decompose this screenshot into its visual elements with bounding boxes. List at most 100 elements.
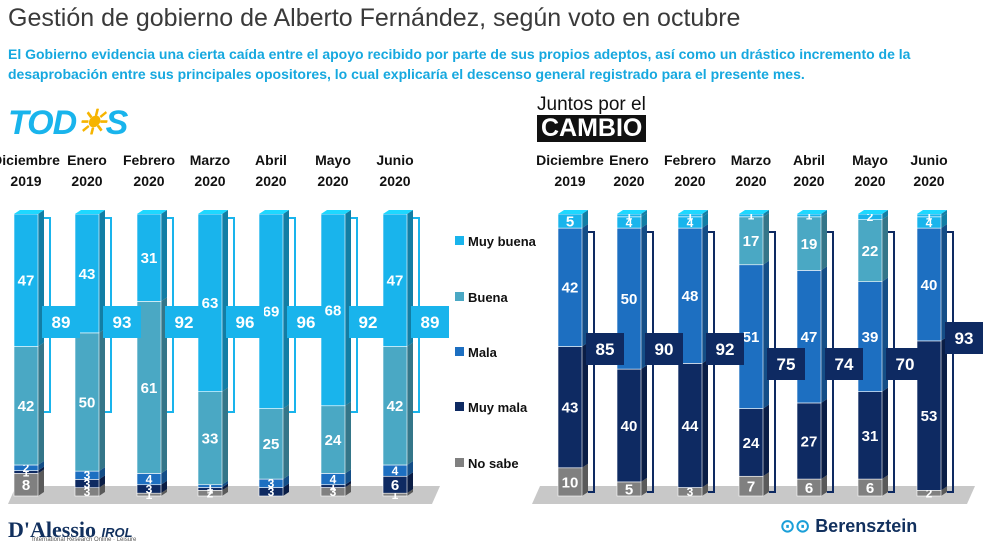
- bar-side: [407, 460, 413, 477]
- category-label: 2020: [71, 173, 102, 189]
- data-label: 50: [621, 291, 638, 308]
- total-box: [411, 306, 449, 338]
- category-label: Diciembre: [0, 152, 60, 168]
- category-label: Enero: [67, 152, 107, 168]
- bar-segment: [13, 213, 39, 347]
- total-box: [226, 306, 264, 338]
- total-box: [586, 333, 624, 365]
- data-label: 47: [387, 273, 404, 290]
- bar-side: [941, 210, 947, 217]
- bar-side: [99, 467, 105, 480]
- jxc-logo-line2: CAMBIO: [537, 115, 647, 142]
- category-label: 2019: [10, 173, 41, 189]
- bar-side: [38, 460, 44, 471]
- data-label: 1: [806, 209, 813, 223]
- bar-top: [198, 210, 228, 214]
- data-label: 3: [84, 485, 91, 499]
- total-box: [349, 306, 387, 338]
- dalessio-name: D'Alessio: [8, 517, 96, 542]
- bar-side: [283, 483, 289, 496]
- bar-side: [821, 475, 827, 496]
- category-label: Febrero: [664, 152, 716, 168]
- bar-top: [259, 210, 289, 214]
- bar-segment: [136, 213, 162, 302]
- data-label: 4: [330, 472, 337, 486]
- data-label: 1: [748, 209, 755, 223]
- bar-side: [582, 342, 588, 468]
- category-label: Abril: [793, 152, 825, 168]
- bar-side: [941, 224, 947, 341]
- bar-side: [345, 480, 351, 488]
- data-label: 68: [325, 302, 342, 319]
- bar-side: [821, 398, 827, 480]
- data-label: 42: [562, 280, 579, 297]
- total-box: [825, 348, 863, 380]
- category-label: 2020: [255, 173, 286, 189]
- legend-label: Mala: [468, 345, 498, 360]
- bar-side: [641, 477, 647, 496]
- total-label: 89: [52, 313, 71, 332]
- data-label: 4: [626, 216, 633, 230]
- bar-side: [345, 483, 351, 496]
- total-box: [767, 348, 805, 380]
- bar-top: [321, 210, 351, 214]
- data-label: 1: [626, 209, 633, 223]
- total-label: 85: [596, 340, 615, 359]
- bar-segment: [916, 227, 942, 342]
- bar-side: [821, 266, 827, 403]
- bar-side: [882, 210, 888, 220]
- bar-side: [763, 260, 769, 409]
- legend-swatch: [455, 402, 464, 411]
- data-label: 42: [387, 398, 404, 415]
- data-label: 2: [867, 210, 874, 224]
- bar-side: [702, 210, 708, 217]
- category-label: Febrero: [123, 152, 175, 168]
- data-label: 50: [79, 394, 96, 411]
- data-label: 1: [207, 479, 214, 493]
- bar-side: [763, 472, 769, 496]
- bar-side: [345, 210, 351, 406]
- data-label: 3: [330, 485, 337, 499]
- bar-top: [75, 210, 105, 214]
- category-label: Abril: [255, 152, 287, 168]
- data-label: 19: [801, 236, 818, 253]
- category-label: 2020: [133, 173, 164, 189]
- bar-side: [345, 469, 351, 485]
- data-label: 1: [23, 465, 30, 479]
- data-label: 3: [84, 477, 91, 491]
- bar-side: [283, 404, 289, 480]
- legend-swatch: [455, 458, 464, 467]
- bar-side: [763, 212, 769, 265]
- bar-side: [763, 404, 769, 477]
- bar-side: [99, 328, 105, 472]
- dalessio-brand: IROL: [101, 525, 133, 540]
- bar-segment: [13, 346, 39, 466]
- data-label: 4: [926, 216, 933, 230]
- total-label: 89: [421, 313, 440, 332]
- berensztein-logo: ⊙⊙ Berensztein: [780, 516, 917, 537]
- data-label: 44: [682, 418, 699, 435]
- data-label: 5: [625, 481, 633, 498]
- data-label: 43: [79, 266, 96, 283]
- data-label: 31: [862, 428, 879, 445]
- data-label: 2: [207, 487, 214, 501]
- data-label: 42: [18, 398, 35, 415]
- bar-side: [99, 483, 105, 496]
- bar-side: [38, 466, 44, 474]
- bar-segment: [557, 346, 583, 469]
- data-label: 53: [921, 408, 938, 425]
- data-label: 10: [562, 474, 579, 491]
- data-label: 7: [747, 479, 755, 496]
- data-label: 1: [146, 488, 153, 502]
- bar-side: [38, 342, 44, 465]
- category-label: 2020: [913, 173, 944, 189]
- todos-logo: TOD☀S: [8, 103, 128, 143]
- data-label: 47: [18, 273, 35, 290]
- category-label: 2020: [379, 173, 410, 189]
- bar-side: [222, 480, 228, 488]
- legend-label: Buena: [468, 290, 509, 305]
- data-label: 31: [141, 250, 158, 267]
- bar-side: [161, 480, 167, 494]
- data-label: 17: [743, 233, 760, 250]
